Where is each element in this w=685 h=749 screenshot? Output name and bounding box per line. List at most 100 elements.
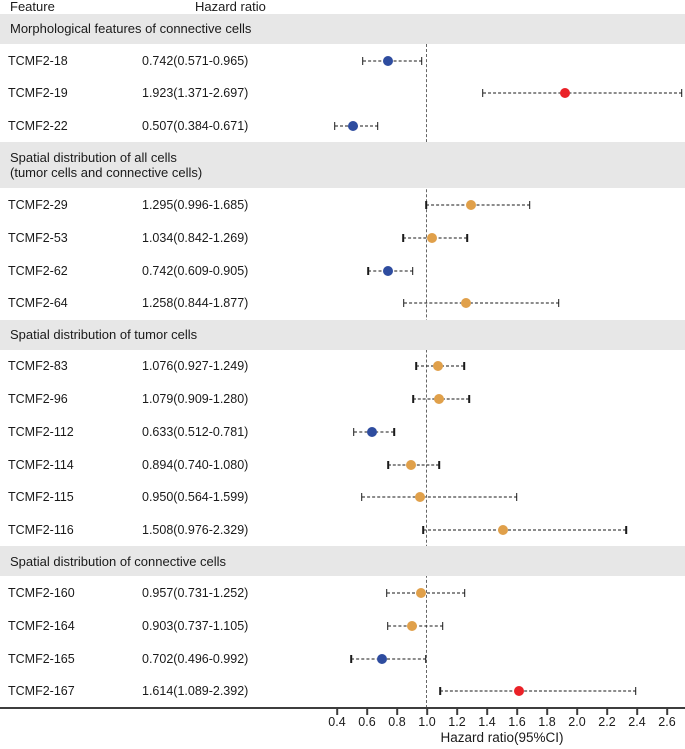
- x-axis-tick-label: 2.2: [598, 715, 616, 729]
- x-axis-tick: [336, 709, 338, 715]
- feature-label: TCMF2-167: [8, 684, 75, 699]
- feature-label: TCMF2-114: [8, 457, 74, 472]
- ci-cap-left: [402, 299, 405, 308]
- feature-label: TCMF2-96: [8, 391, 68, 406]
- ci-cap-right: [393, 427, 395, 436]
- ci-cap-left: [361, 56, 364, 65]
- hr-dot: [348, 121, 359, 132]
- ci-whisker: [386, 592, 465, 594]
- feature-label: TCMF2-62: [8, 263, 68, 278]
- hr-value: 1.034(0.842-1.269): [142, 230, 249, 245]
- hr-dot: [466, 199, 477, 210]
- hr-value: 0.633(0.512-0.781): [142, 424, 249, 439]
- ci-cap-right: [376, 122, 379, 131]
- ci-whisker: [403, 302, 559, 304]
- x-axis-tick: [666, 709, 668, 715]
- ci-cap-right: [441, 621, 444, 630]
- feature-row: TCMF2-29 1.295(0.996-1.685): [0, 188, 685, 221]
- feature-label: TCMF2-83: [8, 359, 68, 374]
- ci-cap-left: [402, 233, 405, 242]
- x-axis-tick-label: 2.4: [628, 715, 646, 729]
- hr-dot: [460, 298, 471, 309]
- x-axis-tick-label: 1.8: [538, 715, 556, 729]
- hr-dot: [366, 426, 377, 437]
- feature-label: TCMF2-160: [8, 585, 75, 600]
- x-axis-tick: [576, 709, 578, 715]
- section-label: Morphological features of connective cel…: [10, 21, 252, 37]
- ci-cap-left: [422, 526, 425, 535]
- hr-value: 1.508(0.976-2.329): [142, 523, 249, 538]
- ci-cap-right: [468, 394, 470, 403]
- feature-row: TCMF2-22 0.507(0.384-0.671): [0, 110, 685, 143]
- ci-whisker: [482, 92, 682, 94]
- feature-row: TCMF2-18 0.742(0.571-0.965): [0, 44, 685, 77]
- feature-row: TCMF2-115 0.950(0.564-1.599): [0, 481, 685, 514]
- ci-whisker: [440, 690, 636, 692]
- reference-line-hr-1: [426, 14, 427, 708]
- hr-value: 1.923(1.371-2.697): [142, 86, 249, 101]
- ci-cap-right: [528, 200, 531, 209]
- hr-value: 0.950(0.564-1.599): [142, 490, 249, 505]
- section-band: Spatial distribution of all cells (tumor …: [0, 142, 685, 189]
- ci-whisker: [361, 496, 517, 498]
- x-axis-tick: [396, 709, 398, 715]
- feature-row: TCMF2-114 0.894(0.740-1.080): [0, 448, 685, 481]
- feature-row: TCMF2-19 1.923(1.371-2.697): [0, 77, 685, 110]
- x-axis-tick: [606, 709, 608, 715]
- hr-dot: [560, 88, 571, 99]
- hr-value: 1.076(0.927-1.249): [142, 359, 249, 374]
- ci-cap-right: [438, 460, 440, 469]
- hr-dot: [407, 620, 418, 631]
- hr-value: 1.258(0.844-1.877): [142, 296, 249, 311]
- hr-value: 0.507(0.384-0.671): [142, 119, 249, 134]
- ci-cap-left: [412, 394, 415, 403]
- x-axis-tick-label: 1.2: [448, 715, 466, 729]
- x-axis-tick-label: 0.4: [328, 715, 346, 729]
- feature-row: TCMF2-83 1.076(0.927-1.249): [0, 350, 685, 383]
- ci-cap-right: [411, 266, 414, 275]
- feature-row: TCMF2-165 0.702(0.496-0.992): [0, 642, 685, 675]
- x-axis-tick-label: 1.4: [478, 715, 496, 729]
- ci-cap-right: [463, 362, 466, 371]
- feature-label: TCMF2-112: [8, 424, 74, 439]
- feature-label: TCMF2-164: [8, 618, 75, 633]
- x-axis-tick: [456, 709, 458, 715]
- hr-value: 0.894(0.740-1.080): [142, 457, 249, 472]
- x-axis-tick-label: 0.8: [388, 715, 406, 729]
- feature-row: TCMF2-112 0.633(0.512-0.781): [0, 415, 685, 448]
- ci-cap-right: [420, 56, 423, 65]
- feature-row: TCMF2-160 0.957(0.731-1.252): [0, 576, 685, 609]
- x-axis-tick: [486, 709, 488, 715]
- ci-cap-left: [386, 621, 389, 630]
- hr-dot: [514, 686, 525, 697]
- feature-label: TCMF2-53: [8, 230, 68, 245]
- section-label: Spatial distribution of tumor cells: [10, 326, 198, 342]
- hr-value: 1.614(1.089-2.392): [142, 684, 249, 699]
- hr-dot: [377, 653, 388, 664]
- hr-value: 1.295(0.996-1.685): [142, 197, 249, 212]
- hr-dot: [383, 55, 394, 66]
- ci-cap-left: [367, 266, 370, 275]
- feature-label: TCMF2-116: [8, 523, 74, 538]
- hr-dot: [406, 459, 417, 470]
- feature-label: TCMF2-18: [8, 53, 68, 68]
- hr-dot: [383, 265, 394, 276]
- ci-cap-left: [350, 654, 353, 663]
- feature-row: TCMF2-64 1.258(0.844-1.877): [0, 287, 685, 320]
- hr-value: 1.079(0.909-1.280): [142, 391, 249, 406]
- feature-label: TCMF2-22: [8, 119, 68, 134]
- feature-label: TCMF2-19: [8, 86, 68, 101]
- ci-whisker: [423, 529, 627, 531]
- x-axis-tick-label: 1.0: [418, 715, 436, 729]
- ci-cap-right: [625, 526, 628, 535]
- feature-label: TCMF2-165: [8, 651, 75, 666]
- x-axis-tick-label: 1.6: [508, 715, 526, 729]
- ci-whisker: [426, 204, 530, 206]
- column-header-hazard-ratio: Hazard ratio: [195, 0, 266, 14]
- x-axis-tick-label: 2.6: [658, 715, 676, 729]
- x-axis-tick: [516, 709, 518, 715]
- ci-cap-right: [464, 588, 466, 597]
- ci-cap-left: [415, 362, 417, 371]
- feature-row: TCMF2-62 0.742(0.609-0.905): [0, 254, 685, 287]
